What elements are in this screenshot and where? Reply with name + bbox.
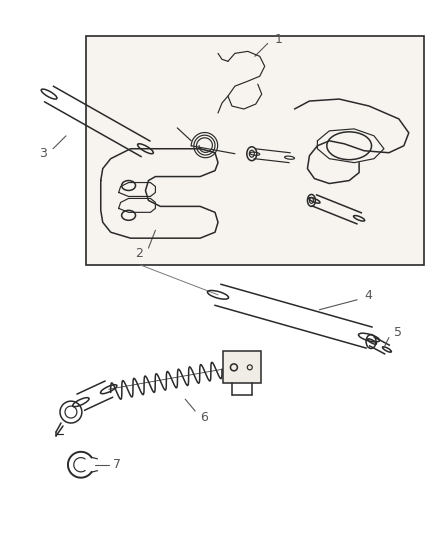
Polygon shape <box>223 351 260 383</box>
Text: 3: 3 <box>39 147 47 160</box>
Text: 6: 6 <box>200 410 208 424</box>
Text: 2: 2 <box>135 247 143 260</box>
Text: 4: 4 <box>363 289 371 302</box>
Text: 5: 5 <box>393 326 401 339</box>
Text: 1: 1 <box>274 33 282 46</box>
Text: 7: 7 <box>113 458 120 471</box>
Polygon shape <box>86 36 423 265</box>
